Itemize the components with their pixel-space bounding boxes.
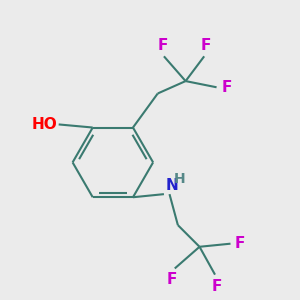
Text: F: F: [221, 80, 232, 95]
Text: N: N: [166, 178, 178, 193]
Text: F: F: [157, 38, 168, 52]
Text: F: F: [200, 38, 211, 52]
Text: F: F: [167, 272, 178, 287]
Text: F: F: [212, 279, 222, 294]
Text: H: H: [174, 172, 185, 186]
Text: F: F: [235, 236, 245, 251]
Text: HO: HO: [32, 117, 57, 132]
